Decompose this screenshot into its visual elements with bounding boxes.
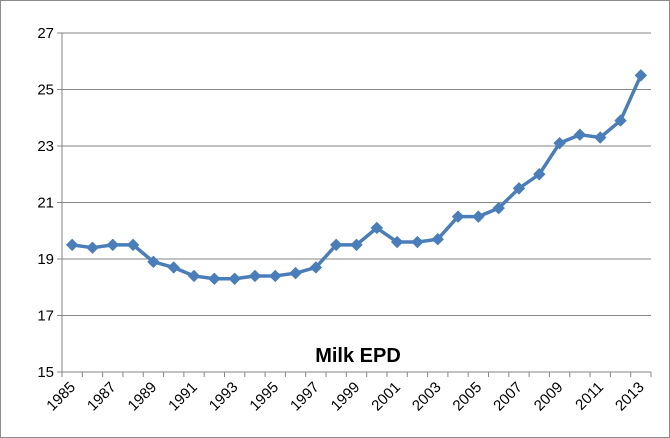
- data-point-1990: [167, 261, 180, 274]
- data-point-2009: [553, 136, 566, 150]
- data-point-1996: [289, 266, 302, 280]
- data-point-1994: [248, 269, 262, 283]
- x-tick-label-1991: 1991: [165, 379, 201, 415]
- y-tick-label-19: 19: [37, 251, 54, 268]
- data-point-2003: [431, 233, 444, 246]
- data-point-2011: [594, 131, 607, 144]
- x-tick-label-2007: 2007: [490, 379, 526, 415]
- y-tick-label-17: 17: [37, 308, 54, 325]
- x-tick-label-1999: 1999: [328, 379, 364, 415]
- x-tick-label-1989: 1989: [125, 379, 161, 415]
- y-tick-label-15: 15: [37, 364, 54, 381]
- data-point-2010: [573, 128, 587, 141]
- data-point-1999: [350, 238, 363, 252]
- x-tick-label-2001: 2001: [368, 379, 404, 415]
- data-point-1993: [228, 272, 241, 285]
- x-tick-label-2009: 2009: [531, 379, 567, 415]
- x-tick-label-1985: 1985: [43, 379, 79, 415]
- data-point-1997: [309, 261, 323, 274]
- data-point-2004: [451, 210, 465, 223]
- x-axis-ticks: 1985 1987 1989 1991 1993 1995 1997 1999 2001 2003…: [43, 372, 652, 415]
- x-tick-label-2003: 2003: [409, 379, 445, 415]
- chart-title: Milk EPD: [315, 345, 401, 367]
- y-tick-label-21: 21: [37, 195, 54, 212]
- data-point-2012: [614, 114, 627, 127]
- x-tick-label-2013: 2013: [612, 379, 648, 415]
- data-point-1988: [126, 238, 140, 252]
- data-point-2008: [533, 168, 546, 181]
- x-tick-label-2005: 2005: [450, 379, 486, 415]
- data-point-2007: [512, 182, 526, 195]
- data-point-1987: [106, 238, 119, 252]
- gridlines: [62, 32, 651, 373]
- data-point-2002: [411, 235, 424, 249]
- data-point-2005: [472, 210, 485, 223]
- data-point-2013: [634, 69, 648, 82]
- data-point-1995: [269, 269, 282, 283]
- y-tick-label-27: 27: [37, 25, 54, 42]
- data-point-1992: [208, 272, 221, 285]
- data-point-1991: [187, 269, 201, 283]
- data-point-1998: [329, 238, 343, 252]
- x-tick-label-1997: 1997: [287, 379, 323, 415]
- x-tick-label-1995: 1995: [246, 379, 282, 415]
- data-point-1989: [147, 255, 160, 269]
- series-milk-epd: [65, 69, 648, 285]
- y-tick-label-23: 23: [37, 138, 54, 155]
- data-point-2000: [370, 221, 384, 235]
- data-point-2001: [390, 235, 404, 249]
- x-tick-label-1993: 1993: [206, 379, 242, 415]
- data-point-1985: [65, 238, 79, 252]
- y-axis-ticks: 15 17 19 21 23 25 27: [37, 25, 62, 381]
- data-point-2006: [492, 201, 505, 215]
- data-point-1986: [86, 241, 99, 254]
- x-tick-label-2011: 2011: [572, 379, 607, 414]
- x-tick-label-1987: 1987: [84, 379, 120, 415]
- y-tick-label-25: 25: [37, 82, 54, 99]
